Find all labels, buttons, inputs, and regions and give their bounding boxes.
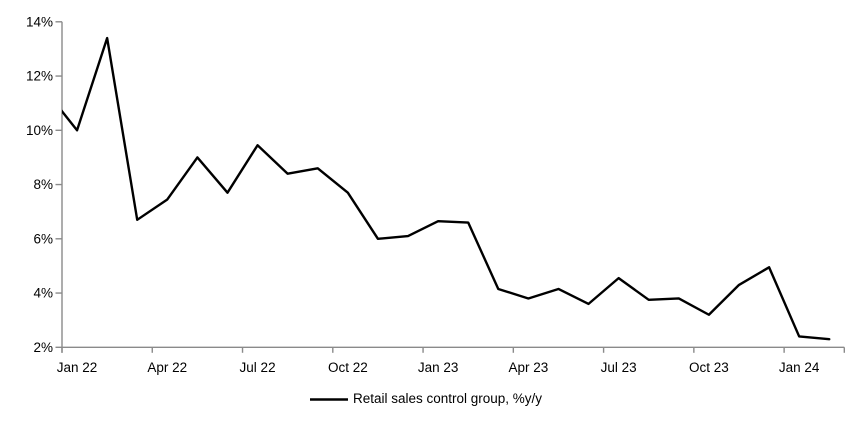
x-axis-tick-label: Jul 22 xyxy=(240,360,276,375)
y-axis-tick-label: 8% xyxy=(33,177,53,192)
x-axis-tick-label: Jan 22 xyxy=(57,360,98,375)
chart-legend: Retail sales control group, %y/y xyxy=(0,391,852,407)
data-line-retail-sales-control-group xyxy=(62,36,831,341)
y-axis-tick-label: 14% xyxy=(26,14,53,29)
y-axis-tick-label: 6% xyxy=(33,231,53,246)
x-axis-tick-label: Apr 23 xyxy=(508,360,548,375)
y-axis-tick-label: 12% xyxy=(26,69,53,84)
x-axis-tick-label: Jan 24 xyxy=(779,360,820,375)
legend-line-swatch xyxy=(309,398,348,401)
y-axis-tick-label: 2% xyxy=(33,340,53,355)
x-axis-tick-label: Apr 22 xyxy=(147,360,187,375)
x-axis-tick-label: Oct 22 xyxy=(328,360,368,375)
y-axis-tick-label: 10% xyxy=(26,123,53,138)
x-axis-tick-label: Jul 23 xyxy=(601,360,637,375)
legend-label: Retail sales control group, %y/y xyxy=(352,391,543,406)
x-axis-tick-label: Jan 23 xyxy=(418,360,459,375)
y-axis-tick-label: 4% xyxy=(33,286,53,301)
x-axis-tick-label: Oct 23 xyxy=(689,360,729,375)
